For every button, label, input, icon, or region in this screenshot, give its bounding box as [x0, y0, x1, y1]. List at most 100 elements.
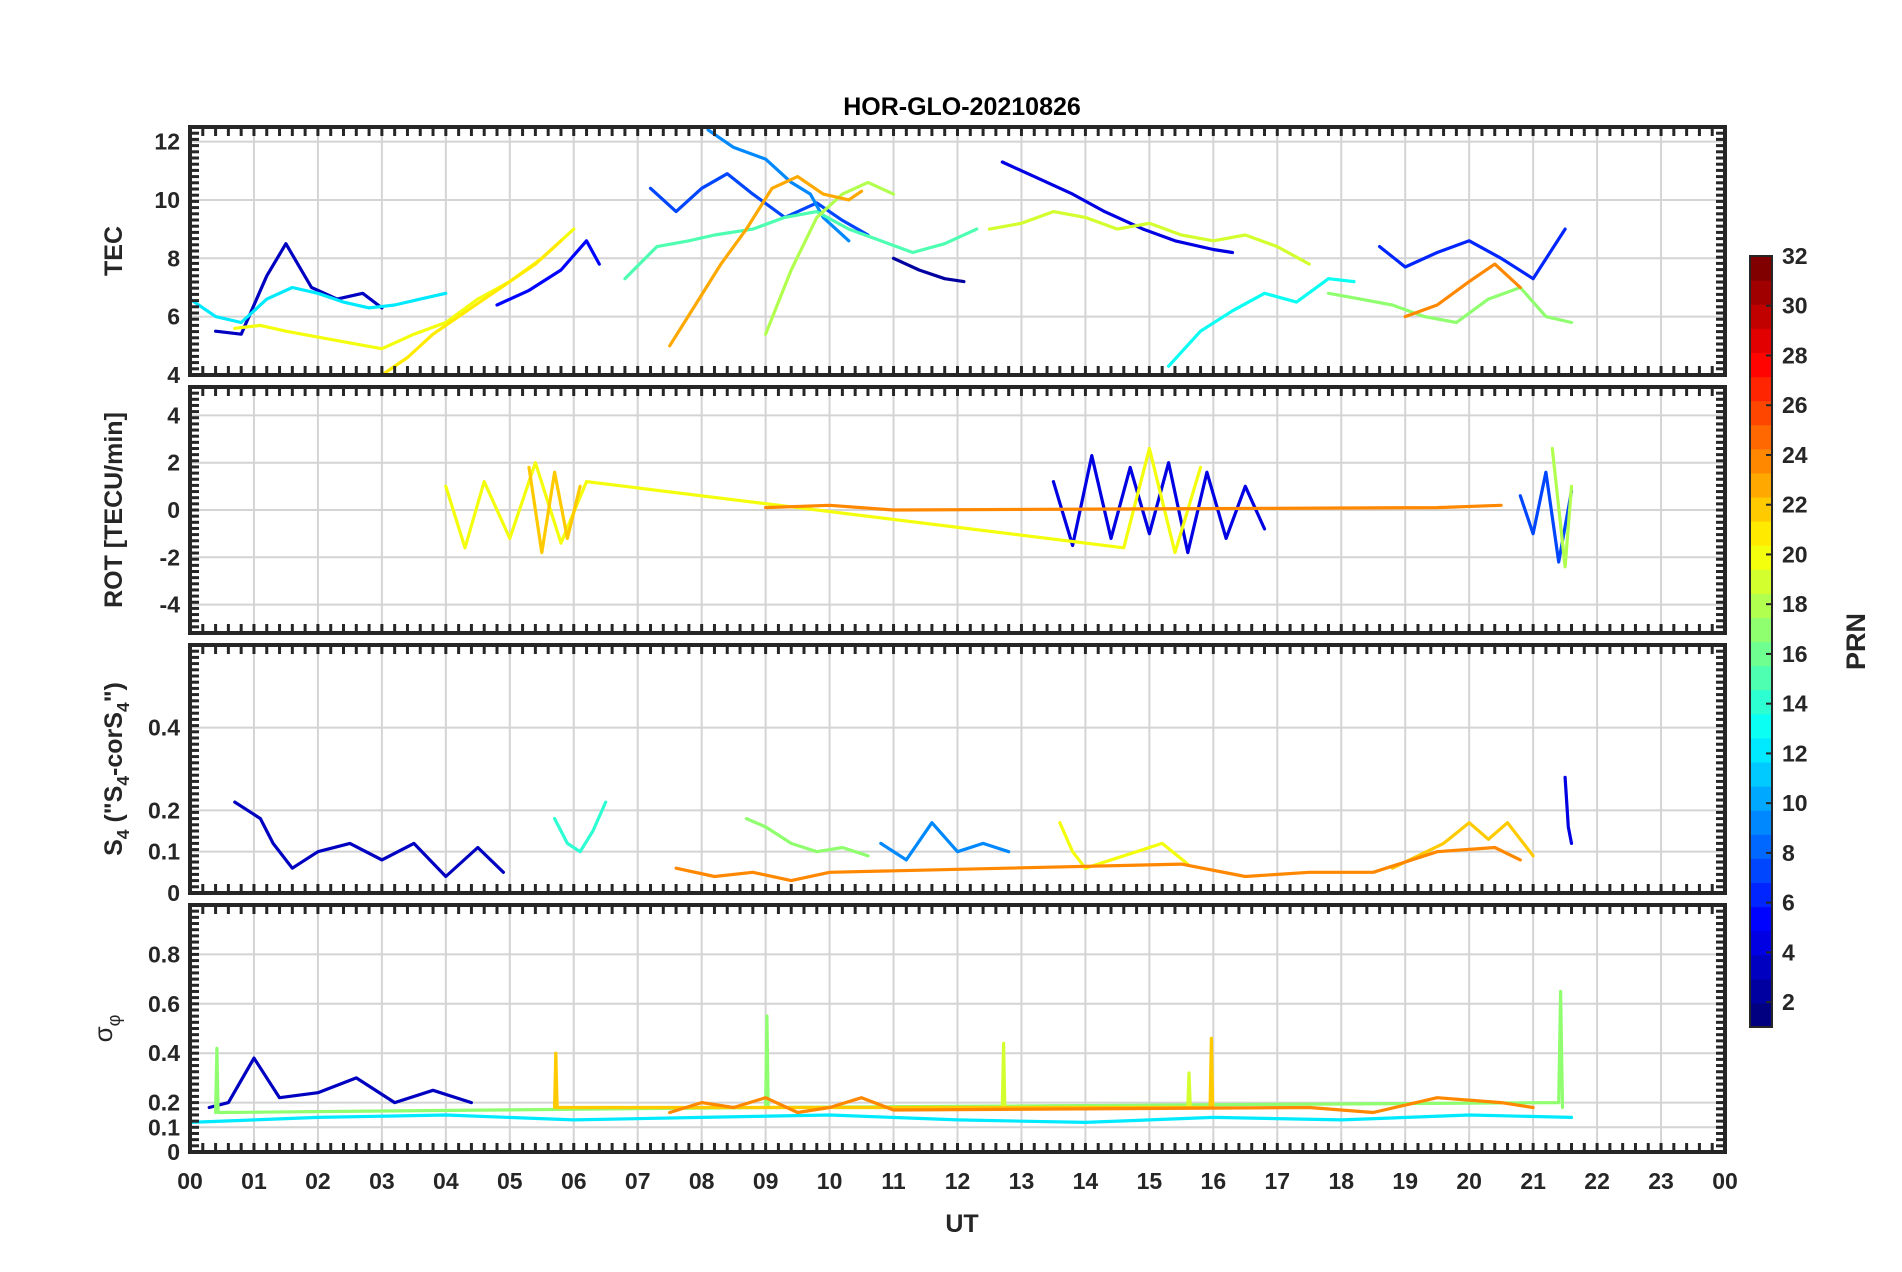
colorbar-tick-label: 2: [1782, 989, 1795, 1015]
series-group: [190, 989, 1574, 1125]
x-tick-label: 05: [497, 1168, 523, 1194]
x-tick-label: 13: [1009, 1168, 1035, 1194]
y-axis-label: S4 ("S4-corS4"): [100, 682, 133, 856]
panel-tec: 4 6 8 10 12 TEC: [100, 125, 1727, 388]
colorbar-segment: [1750, 617, 1772, 643]
series-prn-19: [987, 210, 1311, 266]
y-tick-label: 0: [167, 497, 180, 523]
y-tick-label: -2: [160, 544, 180, 570]
series-group: [444, 446, 1574, 569]
colorbar-tick-label: 8: [1782, 840, 1795, 866]
y-tick-label: 0.1: [148, 839, 180, 865]
series-prn-17: [744, 816, 870, 858]
colorbar-tick-label: 24: [1782, 442, 1808, 468]
x-tick-label: 14: [1073, 1168, 1099, 1194]
x-tick-label: 18: [1328, 1168, 1354, 1194]
x-tick-label: 06: [561, 1168, 587, 1194]
colorbar-segment: [1750, 496, 1772, 522]
x-tick-label: 08: [689, 1168, 715, 1194]
series-prn-23: [668, 175, 864, 348]
series-prn-15: [623, 210, 979, 281]
colorbar-tick-label: 14: [1782, 691, 1808, 717]
series-prn-5: [495, 239, 601, 307]
colorbar-segment: [1750, 954, 1772, 980]
series-prn-24: [674, 845, 1522, 883]
y-axis-label-part: 4: [113, 776, 133, 786]
series-prn-9: [879, 821, 1011, 862]
y-tick-label: 0.4: [148, 1040, 180, 1066]
series-prn-18: [763, 180, 896, 336]
x-tick-label: 07: [625, 1168, 651, 1194]
series-prn-7: [648, 172, 870, 237]
series-prn-18: [1550, 446, 1574, 569]
colorbar-tick-label: 20: [1782, 541, 1808, 567]
y-tick-label: 10: [154, 187, 180, 213]
colorbar-segment: [1750, 834, 1772, 859]
series-prn-20: [1058, 821, 1190, 870]
colorbar-segment: [1750, 737, 1772, 763]
series-prn-17: [214, 989, 1565, 1115]
series-group: [190, 128, 1574, 375]
y-axis-label: σφ: [88, 1014, 124, 1042]
colorbar-tick-label: 12: [1782, 740, 1808, 766]
colorbar-segment: [1750, 858, 1772, 884]
x-tick-label: 01: [241, 1168, 267, 1194]
y-tick-label: 0: [167, 1139, 180, 1165]
x-tick-label: 11: [881, 1168, 906, 1194]
y-axis-label-part: σ: [88, 1026, 118, 1042]
colorbar-segment: [1750, 978, 1772, 1004]
panel-s4: 0 0.1 0.2 0.4 S4 ("S4-corS4"): [100, 643, 1727, 906]
y-axis-label-part: S: [100, 839, 128, 856]
x-tick-label: 20: [1456, 1168, 1482, 1194]
colorbar-segment: [1750, 882, 1772, 908]
x-tick-label: 03: [369, 1168, 395, 1194]
series-prn-3: [214, 242, 384, 336]
colorbar-tick-label: 26: [1782, 392, 1808, 418]
y-tick-label: 0.1: [148, 1114, 180, 1140]
y-tick-label: 0.2: [148, 797, 180, 823]
colorbar-segment: [1750, 930, 1772, 956]
colorbar-segment: [1750, 545, 1772, 570]
colorbar-label: PRN: [1841, 613, 1871, 670]
y-tick-label: 0.6: [148, 991, 180, 1017]
colorbar-segment: [1750, 593, 1772, 619]
series-prn-24: [668, 1096, 1535, 1115]
x-tick-label: 22: [1584, 1168, 1610, 1194]
y-axis-label-part: φ: [104, 1014, 124, 1026]
x-tick-label: 16: [1201, 1168, 1227, 1194]
series-prn-22: [1390, 821, 1535, 870]
series-prn-24: [1403, 262, 1522, 319]
series-prn-2: [891, 256, 966, 284]
series-prn-6: [1377, 227, 1567, 281]
y-tick-label: 8: [167, 245, 180, 271]
y-tick-label: 4: [167, 362, 180, 388]
panel-sigma: 00.10.2 0.4 0.6 0.8 σφ: [88, 903, 1727, 1165]
series-prn-4: [1000, 160, 1235, 255]
x-axis-label: UT: [945, 1210, 978, 1238]
x-tick-label: 19: [1392, 1168, 1418, 1194]
y-tick-label: 6: [167, 304, 180, 330]
x-tick-label: 17: [1264, 1168, 1290, 1194]
x-tick-label: 02: [305, 1168, 331, 1194]
colorbar-segment: [1750, 328, 1772, 353]
series-group: [233, 775, 1574, 883]
y-tick-label: -4: [160, 592, 181, 618]
colorbar-tick-label: 10: [1782, 790, 1808, 816]
series-prn-4: [1563, 775, 1574, 846]
y-axis-label-part: 4: [113, 829, 133, 839]
colorbar-tick-label: 4: [1782, 939, 1795, 965]
y-tick-label: 4: [167, 402, 180, 428]
y-axis-label: ROT [TECU/min]: [100, 412, 128, 608]
colorbar-segment: [1750, 376, 1772, 402]
y-tick-label: 0: [167, 880, 180, 906]
series-prn-14: [552, 800, 608, 854]
colorbar-tick-label: 32: [1782, 243, 1808, 269]
colorbar-tick-label: 22: [1782, 492, 1808, 518]
y-axis-label: TEC: [100, 226, 128, 276]
colorbar-tick-label: 6: [1782, 890, 1795, 916]
colorbar-segment: [1750, 304, 1772, 329]
y-tick-label: 0.4: [148, 715, 180, 741]
series-prn-17: [1326, 285, 1574, 325]
series-prn-3: [207, 1056, 473, 1110]
y-tick-label: 0.2: [148, 1090, 180, 1116]
